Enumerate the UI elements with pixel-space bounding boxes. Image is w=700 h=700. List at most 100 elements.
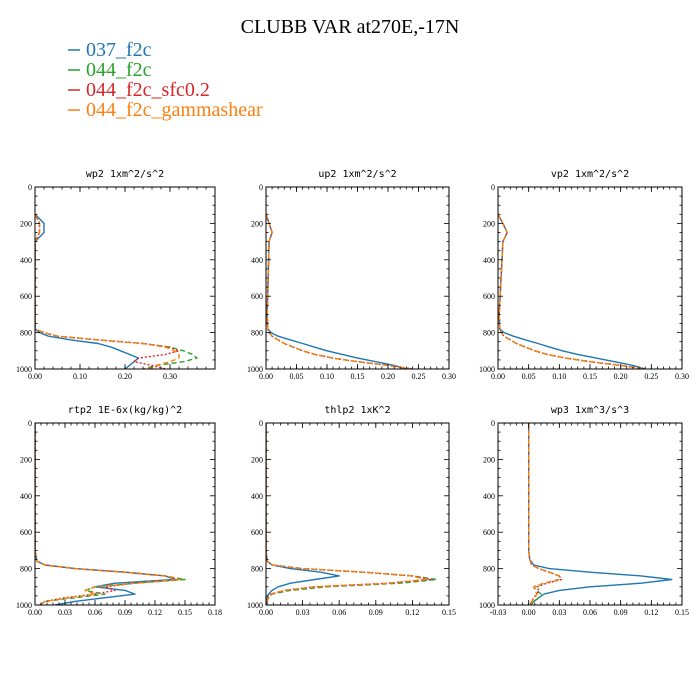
x-tick-label: 0.18: [208, 608, 222, 617]
series-line: [266, 214, 413, 369]
x-tick-label: 0.05: [290, 372, 304, 381]
y-tick-label: 800: [20, 329, 32, 338]
y-tick-label: 0: [491, 183, 495, 192]
series-group: [35, 423, 186, 605]
series-group: [35, 213, 198, 369]
y-tick-label: 400: [483, 256, 495, 265]
series-line: [35, 423, 186, 605]
x-tick-label: 0.00: [259, 372, 273, 381]
y-tick-label: 600: [483, 528, 495, 537]
panel-title: vp2 1xm^2/s^2: [551, 169, 629, 180]
panel-title: wp2 1xm^2/s^2: [86, 169, 164, 180]
legend-label: 044_f2c_sfc0.2: [86, 79, 210, 101]
legend-item: 037_f2c: [68, 39, 152, 61]
y-tick-label: 1000: [16, 365, 32, 374]
series-line: [266, 214, 407, 369]
series-line: [35, 423, 181, 605]
x-tick-label: 0.00: [28, 372, 42, 381]
y-tick-label: 1000: [247, 601, 263, 610]
series-line: [498, 213, 646, 369]
y-tick-label: 0: [28, 419, 32, 428]
y-tick-label: 200: [483, 219, 495, 228]
x-tick-label: 0.10: [552, 372, 566, 381]
y-tick-label: 0: [259, 183, 263, 192]
series-line: [528, 423, 563, 605]
series-line: [35, 213, 198, 369]
x-tick-label: 0.30: [442, 372, 456, 381]
y-tick-label: 1000: [16, 601, 32, 610]
y-tick-label: 800: [483, 565, 495, 574]
x-tick-label: 0.15: [178, 608, 192, 617]
legend-item: 044_f2c: [68, 59, 152, 81]
chart-panels: wp2 1xm^2/s^2 0.00 0.10 0.20 0.30 0 200 400 600 8…: [16, 169, 689, 617]
y-tick-label: 800: [20, 565, 32, 574]
plot-frame: [497, 186, 683, 370]
y-tick-label: 400: [483, 492, 495, 501]
series-line: [528, 423, 673, 605]
legend-item: 044_f2c_sfc0.2: [68, 79, 210, 101]
x-tick-label: 0.30: [675, 372, 689, 381]
series-line: [266, 423, 432, 605]
series-line: [498, 213, 646, 369]
y-tick-label: 200: [20, 455, 32, 464]
legend: 037_f2c044_f2c044_f2c_sfc0.2044_f2c_gamm…: [68, 39, 263, 121]
y-tick-label: 800: [251, 565, 263, 574]
panel-title: wp3 1xm^3/s^3: [551, 405, 629, 416]
y-tick-label: 400: [251, 256, 263, 265]
x-tick-label: 0.20: [381, 372, 395, 381]
x-tick-label: 0.06: [332, 608, 346, 617]
plot-frame: [34, 422, 216, 606]
series-line: [266, 423, 426, 605]
y-tick-label: 400: [20, 256, 32, 265]
series-line: [498, 213, 646, 369]
y-tick-label: 600: [20, 292, 32, 301]
series-line: [35, 423, 181, 605]
x-tick-label: 0.30: [163, 372, 177, 381]
y-tick-label: 600: [20, 528, 32, 537]
y-tick-label: 600: [251, 292, 263, 301]
x-tick-label: 0.09: [369, 608, 383, 617]
y-tick-label: 200: [251, 455, 263, 464]
panel-title: thlp2 1xK^2: [324, 405, 390, 416]
x-tick-label: 0.05: [522, 372, 536, 381]
x-tick-label: 0.15: [351, 372, 365, 381]
series-line: [35, 213, 180, 369]
series-line: [266, 423, 438, 605]
x-tick-label: 0.06: [88, 608, 102, 617]
chart-panel: wp3 1xm^3/s^3 -0.03 0.00 0.03 0.06 0.09 0.12 0.…: [479, 405, 689, 617]
x-tick-label: 0.00: [491, 372, 505, 381]
chart-panel: up2 1xm^2/s^2 0.00 0.05 0.10 0.15 0.20 0.25 0.3…: [247, 169, 456, 381]
plot-frame: [265, 186, 450, 370]
y-tick-label: 0: [491, 419, 495, 428]
x-tick-label: 0.20: [614, 372, 628, 381]
series-group: [266, 423, 438, 605]
series-group: [498, 213, 646, 369]
x-tick-label: 0.20: [118, 372, 132, 381]
series-line: [498, 213, 646, 369]
chart-panel: wp2 1xm^2/s^2 0.00 0.10 0.20 0.30 0 200 400 600 8…: [16, 169, 216, 381]
series-line: [35, 423, 176, 605]
chart-panel: thlp2 1xK^2 0.00 0.03 0.06 0.09 0.12 0.15 0 200 4…: [247, 405, 456, 617]
legend-item: 044_f2c_gammashear: [68, 99, 263, 121]
y-tick-label: 1000: [247, 365, 263, 374]
series-group: [528, 423, 673, 605]
series-line: [528, 423, 560, 605]
y-tick-label: 800: [483, 329, 495, 338]
y-tick-label: 600: [251, 528, 263, 537]
x-tick-label: 0.15: [583, 372, 597, 381]
chart-panel: vp2 1xm^2/s^2 0.00 0.05 0.10 0.15 0.20 0.25 0.3…: [479, 169, 689, 381]
series-group: [266, 214, 413, 369]
y-tick-label: 200: [251, 219, 263, 228]
x-tick-label: 0.12: [148, 608, 162, 617]
series-line: [266, 423, 340, 605]
x-tick-label: 0.15: [675, 608, 689, 617]
x-tick-label: 0.03: [552, 608, 566, 617]
y-tick-label: 200: [483, 455, 495, 464]
y-tick-label: 0: [28, 183, 32, 192]
x-tick-label: 0.25: [412, 372, 426, 381]
x-tick-label: 0.12: [405, 608, 419, 617]
x-tick-label: 0.12: [644, 608, 658, 617]
x-tick-label: 0.25: [644, 372, 658, 381]
x-tick-label: -0.03: [490, 608, 507, 617]
